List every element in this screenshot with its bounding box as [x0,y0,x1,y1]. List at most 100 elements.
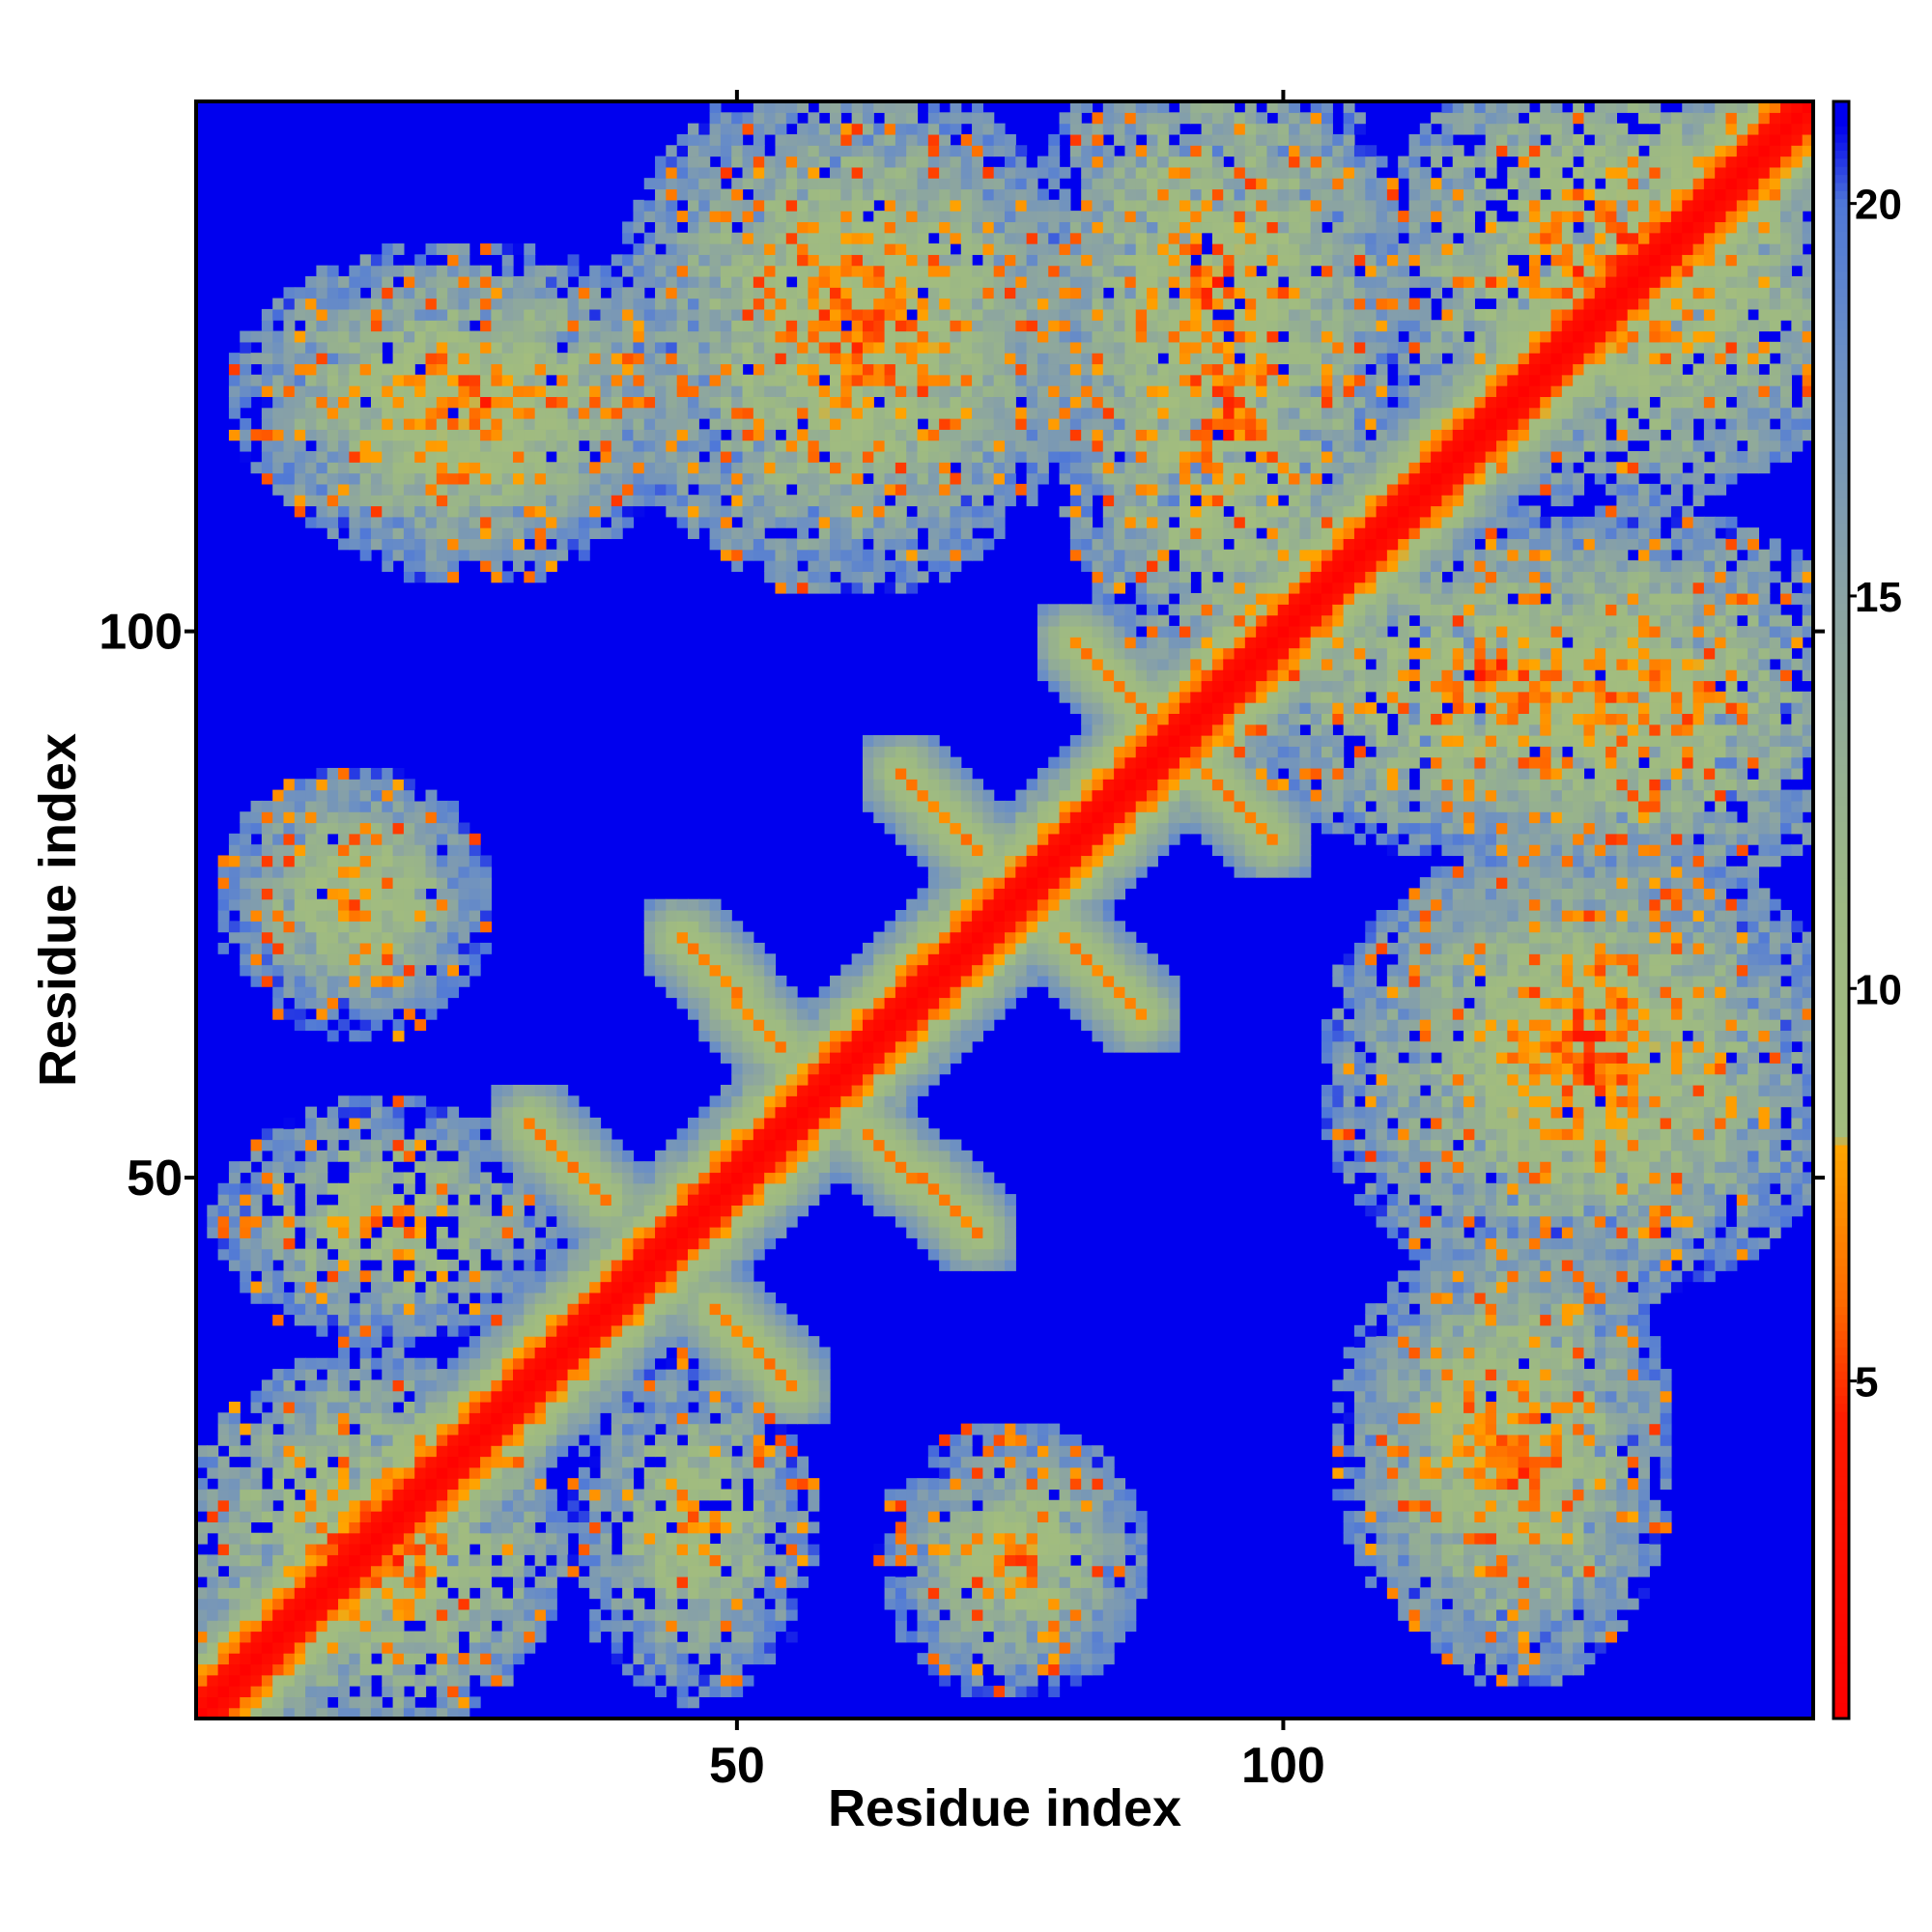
heatmap-cell [676,320,689,332]
heatmap-cell [359,308,372,321]
heatmap-cell [830,527,841,540]
heatmap-cell [349,1336,361,1349]
heatmap-cell [633,1314,645,1326]
heatmap-cell [698,1182,711,1195]
heatmap-cell [458,341,470,354]
heatmap-cell [491,429,503,441]
heatmap-cell [633,385,645,397]
heatmap-cell [501,1434,514,1446]
heatmap-cell [545,1489,557,1501]
heatmap-cell [272,1445,285,1458]
heatmap-cell [578,1466,590,1479]
heatmap-cell [338,516,350,528]
heatmap-cell [797,145,809,157]
heatmap-cell [207,1489,219,1501]
heatmap-cell [359,1544,372,1555]
heatmap-cell [305,800,318,812]
heatmap-cell [272,374,285,386]
heatmap-cell [633,1489,645,1501]
heatmap-cell [753,1412,765,1425]
heatmap-cell [785,1008,798,1020]
heatmap-cell [589,418,602,430]
heatmap-cell [283,1565,296,1577]
heatmap-cell [305,1707,318,1719]
heatmap-cell [731,1161,744,1174]
heatmap-cell [524,1587,536,1600]
heatmap-cell [469,1139,481,1151]
heatmap-cell [327,1434,339,1446]
heatmap-cell [698,975,711,987]
heatmap-cell [643,1653,656,1665]
heatmap-cell [392,975,405,987]
heatmap-cell [349,1314,361,1326]
heatmap-cell [414,1303,427,1316]
heatmap-cell [556,1379,569,1392]
heatmap-cell [349,1641,361,1654]
heatmap-cell [316,1489,328,1501]
heatmap-cell [207,1499,219,1512]
heatmap-cell [655,1554,667,1567]
heatmap-cell [666,1511,678,1522]
heatmap-cell [753,1478,765,1491]
heatmap-cell [272,396,285,409]
heatmap-cell [283,1259,296,1271]
heatmap-cell [436,1620,448,1633]
heatmap-cell [808,178,820,190]
heatmap-cell [338,855,350,867]
heatmap-cell [240,1707,252,1719]
heatmap-cell [676,1357,689,1370]
heatmap-cell [370,1608,383,1621]
heatmap-cell [338,822,350,835]
heatmap-cell [764,1347,777,1359]
heatmap-cell [698,1598,711,1610]
heatmap-cell [600,341,612,354]
heatmap-cell [272,1620,285,1633]
heatmap-cell [851,538,864,551]
heatmap-cell [797,1095,809,1108]
heatmap-cell [655,440,667,452]
heatmap-cell [382,1248,394,1261]
heatmap-cell [567,1161,580,1174]
heatmap-cell [305,495,318,507]
heatmap-cell [316,931,328,944]
heatmap-cell [524,407,536,419]
heatmap-cell [261,1172,273,1184]
heatmap-cell [283,1150,296,1162]
heatmap-cell [250,964,263,977]
heatmap-cell [436,560,448,572]
heatmap-cell [392,330,405,343]
heatmap-cell [403,1324,415,1337]
heatmap-cell [785,1598,798,1610]
heatmap-cell [808,374,820,386]
heatmap-cell [382,320,394,332]
heatmap-cell [698,1008,711,1020]
heatmap-cell [382,472,394,485]
heatmap-cell [720,1521,732,1534]
heatmap-cell [633,254,645,267]
heatmap-cell [655,385,667,397]
heatmap-cell [720,1314,732,1326]
heatmap-cell [370,1182,383,1195]
heatmap-cell [272,298,285,310]
heatmap-cell [676,505,689,518]
heatmap-cell [513,549,525,561]
heatmap-cell [469,495,481,507]
heatmap-cell [272,1663,285,1676]
heatmap-cell [655,156,667,168]
heatmap-cell [283,385,296,397]
heatmap-cell [534,429,547,441]
heatmap-cell [294,1008,306,1020]
heatmap-cell [283,1620,296,1633]
heatmap-cell [261,1423,273,1435]
heatmap-cell [250,1576,263,1588]
heatmap-cell [305,1456,318,1468]
heatmap-cell [382,1259,394,1271]
heatmap-cell [830,1128,841,1141]
heatmap-cell [272,844,285,857]
heatmap-cell [272,1150,285,1162]
heatmap-cell [403,374,415,386]
heatmap-cell [731,275,744,288]
heatmap-cell [524,571,536,583]
heatmap-cell [261,418,273,430]
heatmap-cell [338,1565,350,1577]
